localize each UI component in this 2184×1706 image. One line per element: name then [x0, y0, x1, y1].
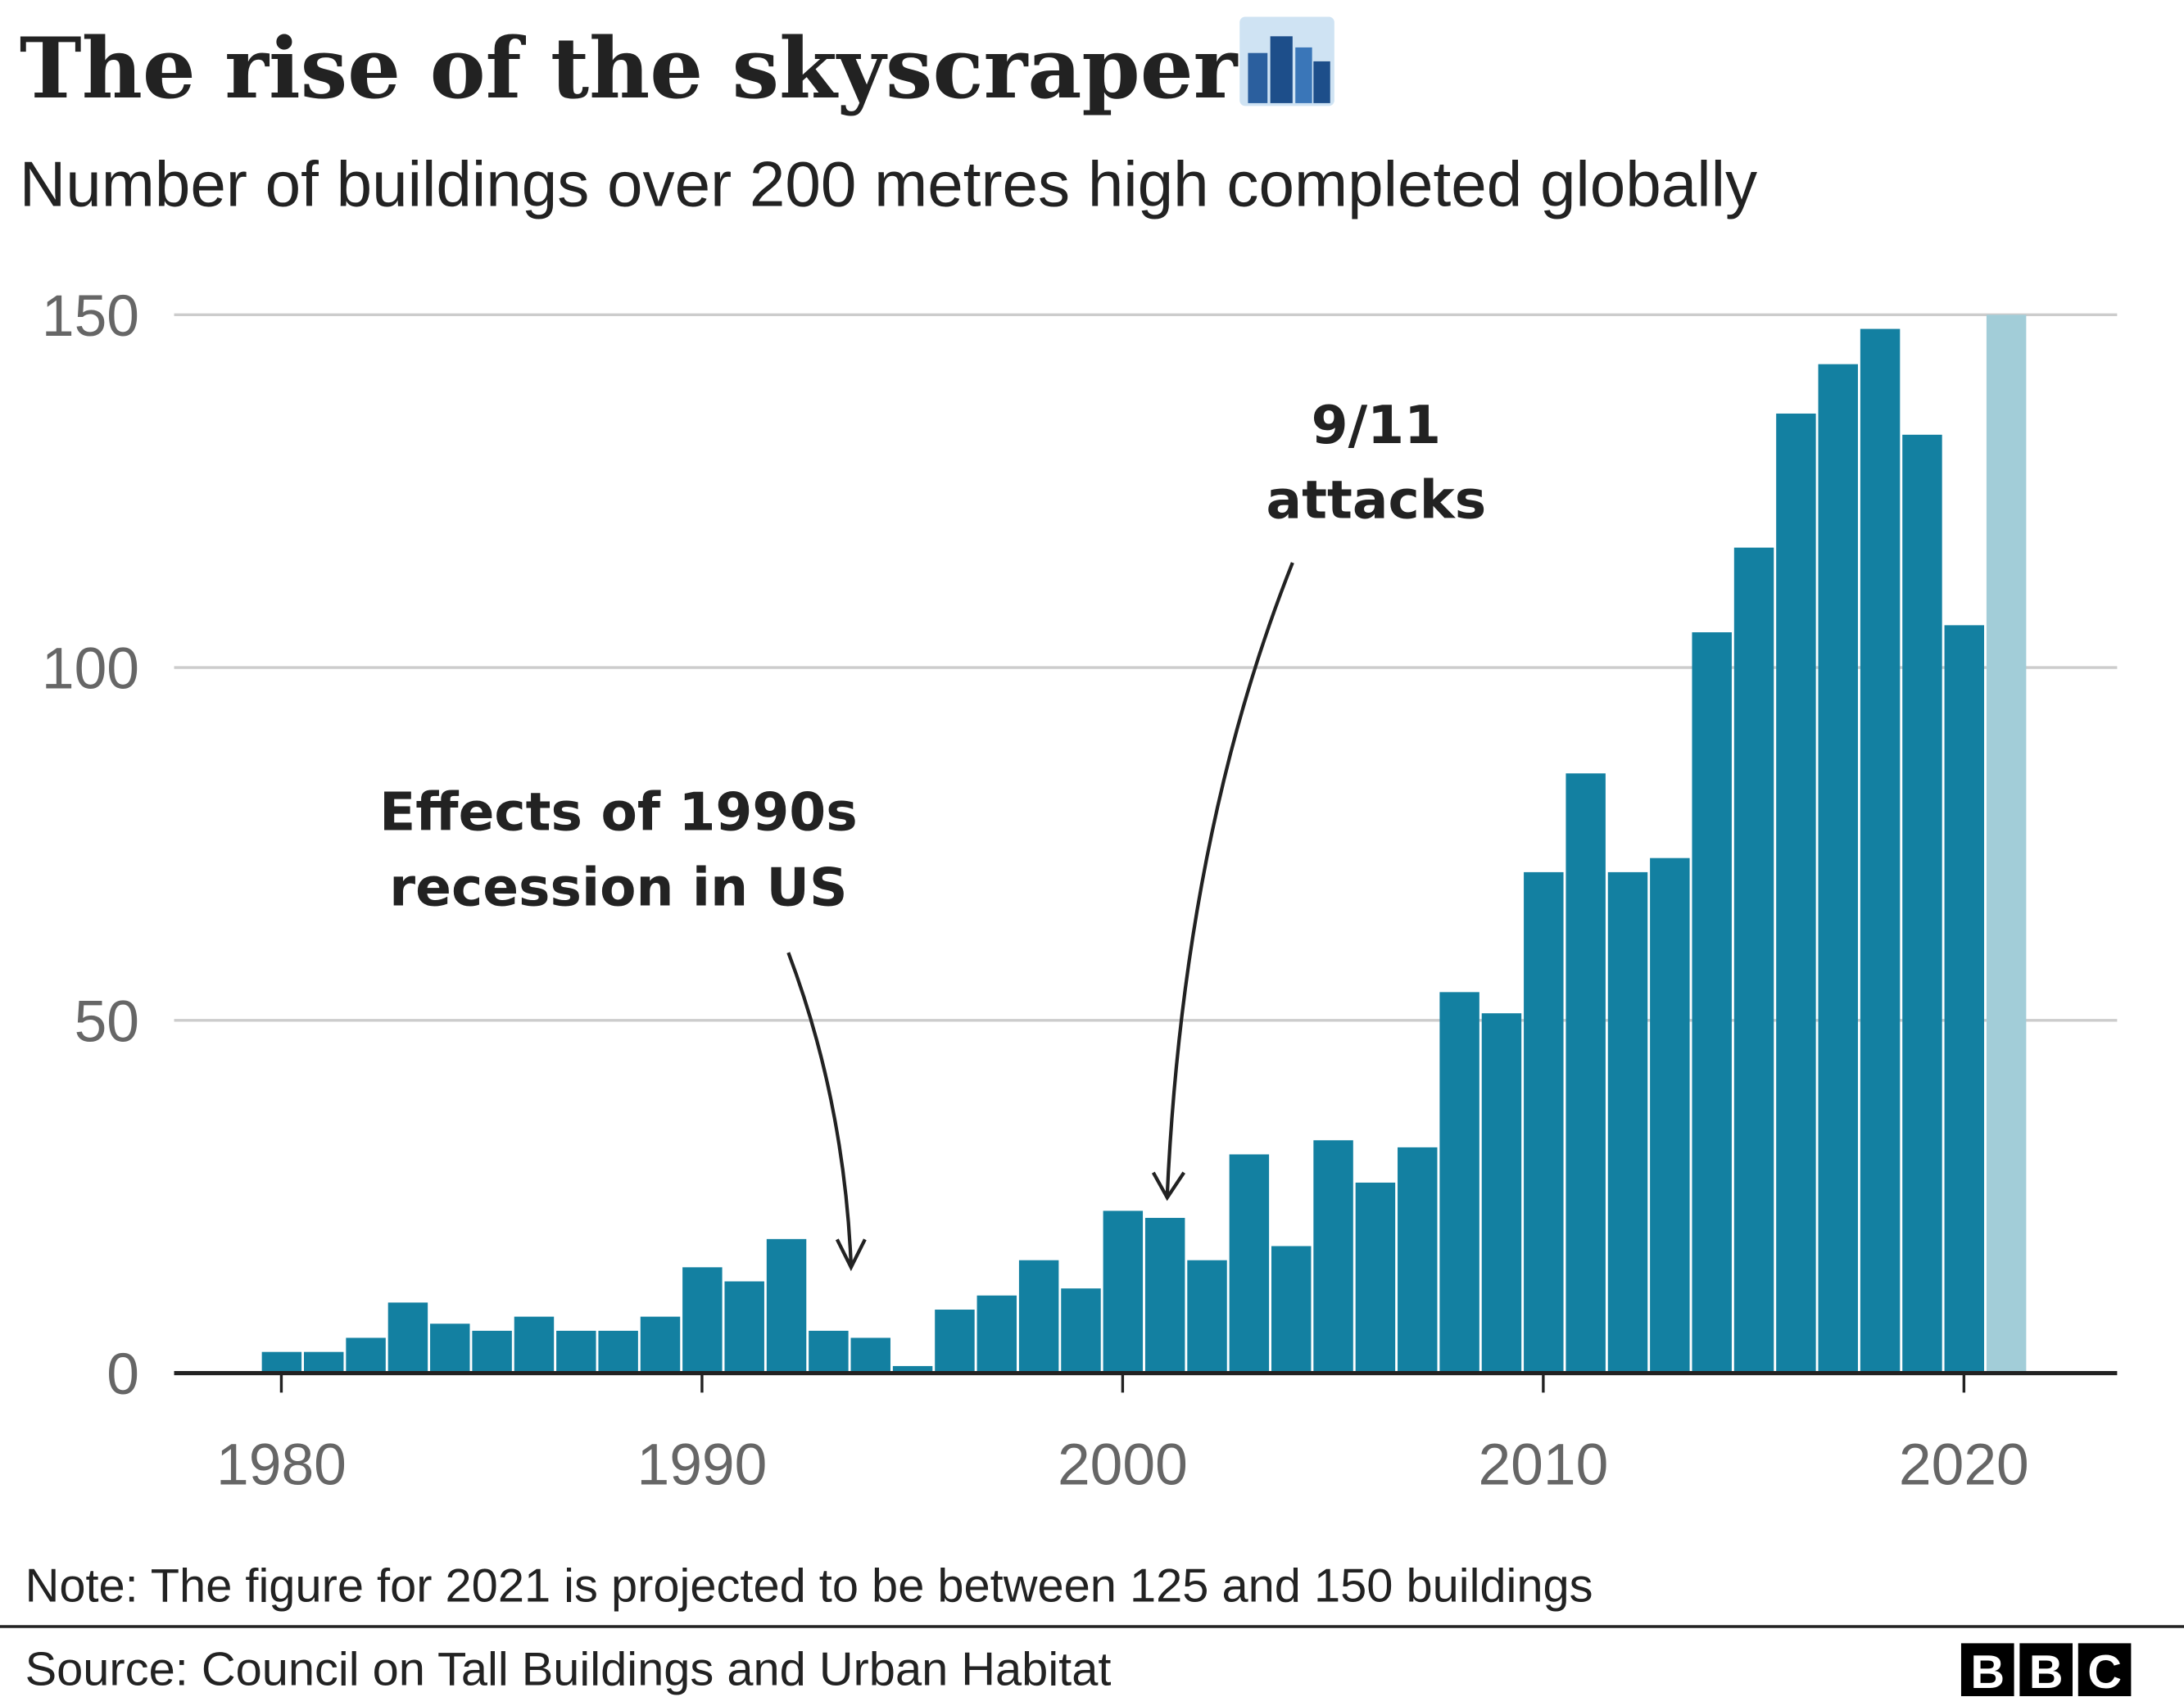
chart-title: The rise of the skyscraper [20, 20, 1239, 118]
bar-1984 [430, 1324, 470, 1373]
bar-2005 [1313, 1140, 1353, 1373]
bar-1990 [682, 1267, 723, 1373]
bar-1998 [1018, 1260, 1059, 1373]
annotation-recession-line1: Effects of 1990s [379, 781, 858, 843]
annotation-911-line1: 9/11 [1312, 395, 1441, 456]
bar-2006 [1355, 1182, 1396, 1373]
bar-1987 [556, 1330, 596, 1373]
bar-2017 [1818, 364, 1858, 1373]
annotation-arrowhead [1151, 1171, 1185, 1201]
bar-2021 [1986, 315, 2027, 1373]
bar-2000 [1103, 1210, 1144, 1373]
bar-1993 [809, 1330, 849, 1373]
annotation-arrow [1165, 562, 1294, 1196]
x-tick-label: 2020 [1899, 1432, 2029, 1498]
y-tick-label: 100 [42, 636, 139, 702]
svg-text:C: C [2087, 1646, 2122, 1699]
x-tick-label: 1980 [216, 1432, 347, 1498]
bar-2002 [1187, 1260, 1227, 1373]
bar-2004 [1271, 1246, 1312, 1373]
bar-2012 [1607, 871, 1648, 1373]
bar-2014 [1692, 632, 1732, 1373]
svg-text:B: B [1970, 1646, 2005, 1699]
annotation-arrow [786, 952, 853, 1265]
bar-1991 [724, 1281, 764, 1373]
bar-1992 [766, 1238, 807, 1373]
bar-2019 [1902, 434, 1942, 1373]
bar-2020 [1944, 625, 1985, 1373]
y-tick-label: 0 [106, 1342, 139, 1407]
x-tick-label: 2010 [1478, 1432, 1608, 1498]
bar-2003 [1229, 1154, 1270, 1373]
y-tick-label: 50 [75, 989, 139, 1054]
bar-2015 [1733, 547, 1774, 1373]
chart-subtitle: Number of buildings over 200 metres high… [20, 148, 1757, 220]
annotation-recession-line2: recession in US [389, 857, 847, 918]
x-tick-label: 2000 [1058, 1432, 1188, 1498]
bar-2001 [1144, 1218, 1185, 1373]
bar-1996 [935, 1310, 975, 1373]
footnote: Note: The figure for 2021 is projected t… [25, 1559, 1593, 1612]
x-tick-label: 1990 [637, 1432, 767, 1498]
bar-1980 [261, 1351, 302, 1373]
bar-2018 [1860, 328, 1901, 1373]
bar-1981 [303, 1351, 344, 1373]
annotation-911-line2: attacks [1266, 470, 1487, 532]
cityscape-icon [1239, 16, 1334, 106]
bar-1985 [472, 1330, 512, 1373]
bar-1999 [1061, 1288, 1101, 1373]
annotation-911: 9/11 attacks [1151, 395, 1487, 1201]
bar-1988 [598, 1330, 638, 1373]
bar-1983 [387, 1302, 428, 1373]
bar-1982 [346, 1337, 386, 1373]
bar-1995 [892, 1365, 933, 1373]
source-text: Source: Council on Tall Buildings and Ur… [25, 1643, 1112, 1695]
annotation-arrowhead [835, 1238, 867, 1272]
bar-1986 [514, 1316, 555, 1373]
bar-2011 [1566, 773, 1606, 1373]
bar-2008 [1439, 992, 1479, 1373]
bar-1989 [640, 1316, 681, 1373]
bar-1997 [976, 1295, 1017, 1373]
bar-2007 [1398, 1147, 1438, 1373]
annotation-recession: Effects of 1990s recession in US [379, 781, 867, 1272]
svg-text:B: B [2029, 1646, 2064, 1699]
bbc-logo: B B C [1960, 1643, 2132, 1699]
bar-2010 [1524, 871, 1564, 1373]
bar-2009 [1481, 1013, 1522, 1373]
bar-1994 [850, 1337, 890, 1373]
bar-2013 [1650, 858, 1690, 1373]
y-tick-label: 150 [42, 283, 139, 349]
bar-2016 [1776, 413, 1816, 1373]
